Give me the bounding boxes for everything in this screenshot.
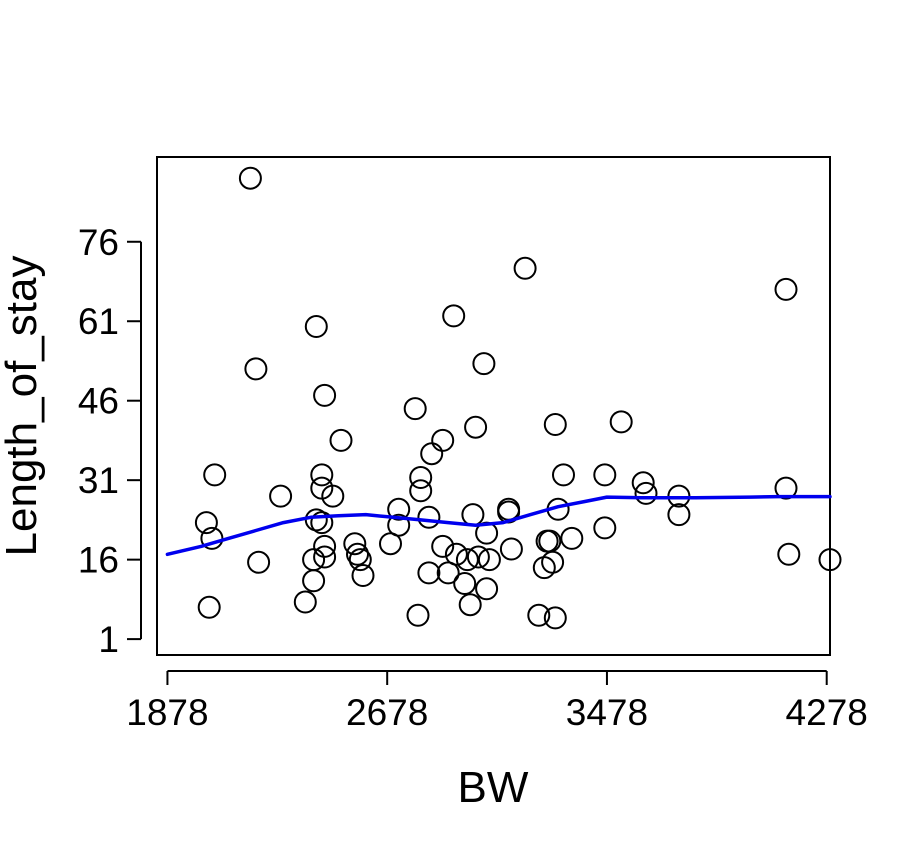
data-point (321, 484, 345, 508)
data-point (409, 479, 433, 503)
data-point (313, 545, 337, 569)
data-point (667, 503, 691, 527)
y-tick-label: 31 (78, 460, 119, 501)
data-point (436, 561, 460, 585)
data-point (431, 428, 455, 452)
data-point (313, 383, 337, 407)
data-point (403, 397, 427, 421)
y-tick-label: 16 (78, 540, 119, 581)
data-point (203, 463, 227, 487)
data-point (774, 476, 798, 500)
data-point (461, 503, 485, 527)
x-tick-label: 1878 (126, 692, 208, 733)
data-point (513, 256, 537, 280)
x-axis-title: BW (458, 763, 529, 812)
data-point (238, 166, 262, 190)
data-point (197, 595, 221, 619)
data-point (387, 497, 411, 521)
data-point (387, 513, 411, 537)
data-point (310, 463, 334, 487)
x-tick-label: 2678 (346, 692, 428, 733)
y-tick-label: 1 (98, 619, 119, 660)
x-axis: 1878 2678 3478 4278 (126, 670, 868, 733)
data-point (634, 481, 658, 505)
data-point (310, 511, 334, 535)
points-layer (194, 166, 842, 630)
data-point (552, 463, 575, 487)
y-tick-label: 61 (78, 301, 119, 342)
data-point (442, 304, 466, 328)
data-point (541, 550, 565, 574)
data-point (543, 413, 567, 436)
data-point (431, 534, 455, 558)
y-tick-label: 46 (78, 381, 119, 422)
data-point (406, 603, 430, 627)
data-point (774, 277, 798, 301)
y-axis-title: Length_of_stay (0, 256, 46, 557)
plot-frame (156, 156, 831, 656)
data-point (458, 593, 482, 617)
data-point (543, 606, 567, 630)
data-point (631, 471, 655, 495)
data-point (346, 542, 369, 566)
x-tick-label: 4278 (786, 692, 868, 733)
y-axis: 1 16 31 46 61 76 (78, 222, 142, 660)
data-point (560, 526, 584, 550)
data-point (609, 410, 633, 434)
data-point (269, 484, 293, 508)
data-point (777, 542, 801, 566)
x-tick-label: 3478 (566, 692, 648, 733)
data-point (464, 415, 488, 439)
data-point (247, 550, 271, 574)
data-point (593, 516, 617, 540)
data-point (304, 315, 328, 338)
data-point (244, 357, 268, 381)
data-point (417, 505, 441, 529)
data-point (293, 590, 317, 614)
data-point (343, 532, 367, 556)
smooth-line (165, 494, 832, 557)
data-point (351, 564, 375, 587)
y-tick-label: 76 (78, 222, 119, 263)
data-point (453, 572, 477, 595)
data-point (417, 561, 441, 585)
data-point (313, 534, 337, 558)
data-point (420, 442, 444, 466)
data-point (593, 463, 617, 487)
data-point (466, 545, 490, 569)
data-point (444, 542, 468, 566)
data-point (477, 548, 501, 572)
data-point (472, 352, 496, 376)
data-point (527, 603, 551, 627)
data-point (329, 428, 353, 452)
data-point (409, 466, 433, 489)
data-point (302, 569, 326, 593)
data-point (499, 537, 523, 561)
data-point (194, 511, 218, 535)
data-point (475, 577, 499, 601)
data-point (348, 548, 372, 572)
data-point (818, 548, 842, 572)
